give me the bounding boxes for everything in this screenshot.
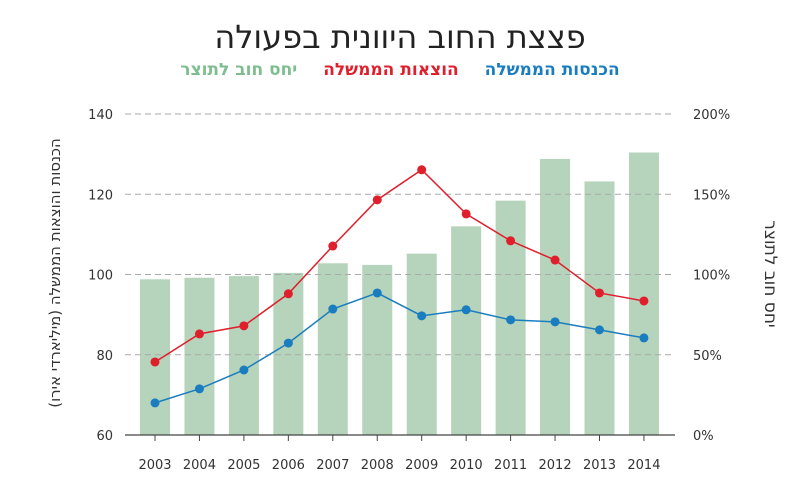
- legend-debt-ratio: יחס חוב לתוצר: [180, 60, 298, 80]
- x-tick-label: 2014: [627, 458, 660, 473]
- y2-tick-label: 100%: [693, 269, 730, 284]
- point-revenue-2008: [372, 288, 382, 298]
- point-revenue-2007: [328, 304, 338, 314]
- legend: הכנסות הממשלה הוצאות הממשלה יחס חוב לתוצ…: [0, 60, 800, 80]
- line-revenue: [154, 292, 645, 404]
- y2-tick-label: 200%: [693, 108, 730, 123]
- bar-2010: [451, 226, 482, 435]
- point-revenue-2010: [461, 305, 471, 315]
- point-revenue-2009: [417, 311, 427, 321]
- point-expenses-2011: [506, 236, 516, 246]
- point-expenses-2006: [283, 289, 293, 299]
- x-tick-label: 2004: [183, 458, 216, 473]
- x-tick-label: 2008: [361, 458, 394, 473]
- bar-2012: [540, 158, 571, 435]
- bar-2013: [584, 181, 615, 435]
- y2-tick-label: 50%: [693, 349, 722, 364]
- point-revenue-2005: [239, 365, 249, 375]
- point-revenue-2004: [194, 384, 204, 394]
- y-tick-label: 60: [96, 429, 113, 444]
- point-expenses-2007: [328, 241, 338, 251]
- x-tick-label: 2012: [539, 458, 572, 473]
- bar-2006: [273, 272, 304, 435]
- x-tick-label: 2010: [450, 458, 483, 473]
- point-revenue-2013: [595, 325, 604, 335]
- point-expenses-2008: [372, 195, 382, 205]
- x-tick-label: 2011: [494, 458, 527, 473]
- bar-2003: [140, 279, 170, 435]
- point-expenses-2012: [550, 255, 560, 265]
- x-tick-label: 2007: [316, 458, 349, 473]
- bar-2014: [628, 152, 659, 435]
- y-tick-label: 100: [88, 269, 113, 284]
- y-tick-label: 140: [88, 108, 113, 123]
- x-tick-label: 2006: [272, 458, 305, 473]
- y2-tick-label: 150%: [693, 188, 730, 203]
- point-expenses-2013: [595, 288, 604, 298]
- bar-2005: [228, 276, 259, 435]
- x-tick-label: 2013: [583, 458, 616, 473]
- y2-axis-label: יחס חוב לתוצר: [760, 220, 780, 328]
- legend-revenue: הכנסות הממשלה: [484, 60, 620, 80]
- x-tick-label: 2009: [405, 458, 438, 473]
- y-axis-label: הכנסות והוצאות הממשלה (מיליארדי אירו): [46, 138, 64, 408]
- y2-tick-label: 0%: [693, 429, 714, 444]
- bar-2004: [184, 277, 215, 435]
- point-expenses-2014: [639, 296, 649, 306]
- bar-2007: [317, 263, 348, 435]
- line-expenses: [154, 168, 645, 363]
- point-expenses-2009: [417, 165, 427, 175]
- y-tick-label: 80: [96, 349, 113, 364]
- point-revenue-2014: [639, 333, 649, 343]
- x-tick-label: 2005: [227, 458, 260, 473]
- point-revenue-2012: [550, 317, 560, 327]
- point-revenue-2003: [150, 398, 160, 408]
- point-expenses-2005: [239, 321, 249, 331]
- point-revenue-2011: [506, 315, 516, 325]
- bar-2009: [406, 253, 437, 435]
- point-expenses-2004: [194, 329, 204, 339]
- chart-title: פצצת החוב היוונית בפעולה: [214, 18, 586, 56]
- x-tick-label: 2003: [138, 458, 171, 473]
- point-expenses-2003: [150, 357, 160, 367]
- legend-expenses: הוצאות הממשלה: [323, 60, 459, 80]
- y-tick-label: 120: [88, 188, 113, 203]
- point-revenue-2006: [283, 338, 293, 348]
- point-expenses-2010: [461, 209, 471, 219]
